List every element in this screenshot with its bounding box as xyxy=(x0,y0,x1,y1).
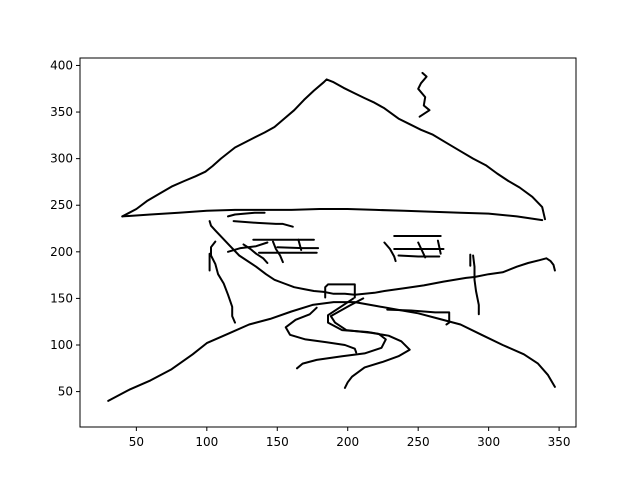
stroke-23 xyxy=(383,241,397,263)
stroke-1 xyxy=(121,208,544,222)
stroke-10 xyxy=(210,240,236,324)
y-tick-label: 150 xyxy=(50,291,73,305)
y-axis: 50 100 150 200 250 300 350 400 xyxy=(50,58,80,399)
y-tick-label: 100 xyxy=(50,338,73,352)
plot-frame xyxy=(79,57,577,428)
stroke-20 xyxy=(272,240,284,264)
stroke-5 xyxy=(107,301,556,402)
drawing-strokes xyxy=(107,71,556,402)
y-tick-label: 300 xyxy=(50,152,73,166)
stroke-27 xyxy=(436,239,442,255)
stroke-28 xyxy=(397,254,441,258)
stroke-2 xyxy=(386,308,451,326)
y-tick-label: 50 xyxy=(58,385,73,399)
stroke-16 xyxy=(232,220,294,228)
x-tick-label: 150 xyxy=(266,435,289,449)
y-tick-label: 350 xyxy=(50,105,73,119)
stroke-6 xyxy=(284,306,358,354)
stroke-8 xyxy=(329,297,411,389)
stroke-17 xyxy=(242,243,269,264)
stroke-26 xyxy=(417,241,427,259)
x-tick-label: 350 xyxy=(548,435,571,449)
y-tick-label: 400 xyxy=(50,58,73,72)
x-tick-label: 250 xyxy=(407,435,430,449)
stroke-4 xyxy=(208,220,556,296)
stroke-0 xyxy=(121,78,546,221)
x-axis: 50 100 150 200 250 300 350 xyxy=(129,427,571,449)
stroke-15 xyxy=(227,211,266,218)
y-tick-label: 250 xyxy=(50,198,73,212)
x-tick-label: 100 xyxy=(195,435,218,449)
x-tick-label: 300 xyxy=(477,435,500,449)
stroke-7 xyxy=(296,297,387,370)
stroke-3 xyxy=(417,71,431,118)
x-tick-label: 50 xyxy=(129,435,144,449)
stroke-22 xyxy=(276,246,320,250)
stroke-13 xyxy=(472,254,480,316)
x-tick-label: 200 xyxy=(336,435,359,449)
stroke-9 xyxy=(324,283,356,299)
plot-background xyxy=(80,58,576,427)
y-tick-label: 200 xyxy=(50,245,73,259)
